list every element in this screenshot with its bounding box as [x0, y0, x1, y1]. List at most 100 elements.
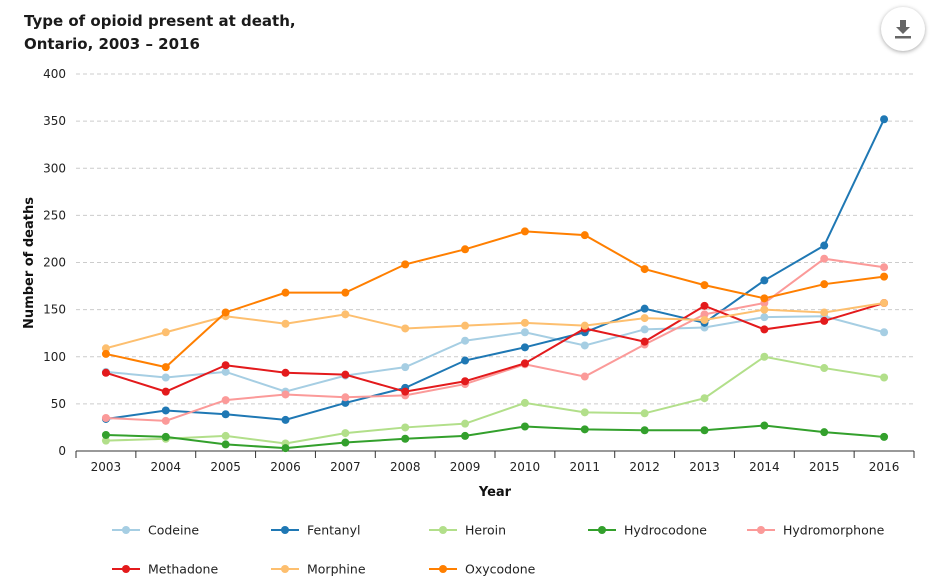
data-point [520, 318, 529, 327]
legend-label: Morphine [307, 562, 366, 577]
data-point [700, 315, 709, 324]
data-point [161, 406, 170, 415]
data-point [880, 373, 889, 382]
data-point [640, 409, 649, 418]
data-point [341, 370, 350, 379]
data-point [161, 416, 170, 425]
data-point [461, 431, 470, 440]
series-lines [101, 115, 889, 453]
data-point [221, 431, 230, 440]
data-point [281, 390, 290, 399]
legend-item-hydromorphone: Hydromorphone [747, 523, 885, 538]
y-tick-label: 0 [58, 444, 66, 458]
data-point [401, 434, 410, 443]
data-point [221, 410, 230, 419]
x-tick-label: 2010 [510, 460, 541, 474]
y-tick-label: 50 [51, 397, 66, 411]
x-axis-title: Year [478, 485, 512, 500]
data-point [401, 260, 410, 269]
y-tick-label: 300 [43, 161, 66, 175]
legend-item-oxycodone: Oxycodone [429, 562, 536, 577]
data-point [161, 363, 170, 372]
series-fentanyl [101, 115, 889, 424]
data-point [640, 265, 649, 274]
data-point [820, 316, 829, 325]
data-point [161, 373, 170, 382]
data-point [880, 299, 889, 308]
series-line [105, 315, 885, 393]
legend-swatch-marker [122, 526, 130, 534]
data-point [401, 363, 410, 372]
x-tick-label: 2009 [450, 460, 481, 474]
legend-item-methadone: Methadone [112, 562, 218, 577]
x-tick-label: 2003 [91, 460, 122, 474]
y-tick-label: 350 [43, 114, 66, 128]
x-tick-label: 2008 [390, 460, 421, 474]
x-tick-label: 2004 [151, 460, 182, 474]
data-point [161, 432, 170, 441]
data-point [760, 313, 769, 322]
data-point [580, 231, 589, 240]
data-point [580, 372, 589, 381]
legend-item-morphine: Morphine [271, 562, 366, 577]
x-tick-label: 2006 [270, 460, 301, 474]
legend: Codeine Fentanyl Heroin Hydrocodone Hydromor… [112, 523, 885, 577]
data-point [401, 423, 410, 432]
y-axis-title: Number of deaths [22, 197, 37, 329]
data-point [281, 415, 290, 424]
legend-swatch-marker [281, 526, 289, 534]
data-point [341, 288, 350, 297]
data-point [640, 325, 649, 334]
chart-title-line-1: Type of opioid present at death, [24, 12, 296, 30]
data-point [880, 115, 889, 124]
y-tick-label: 200 [43, 256, 66, 270]
series-line [105, 302, 885, 350]
data-point [461, 321, 470, 330]
x-tick-label: 2007 [330, 460, 361, 474]
series-codeine [101, 312, 889, 396]
data-point [760, 276, 769, 285]
data-point [700, 301, 709, 310]
data-point [281, 444, 290, 453]
data-point [221, 367, 230, 376]
legend-label: Hydromorphone [783, 523, 885, 538]
data-point [101, 436, 110, 445]
data-point [101, 414, 110, 423]
legend-swatch-marker [757, 526, 765, 534]
legend-item-heroin: Heroin [429, 523, 506, 538]
legend-label: Oxycodone [465, 562, 536, 577]
series-oxycodone [101, 227, 889, 372]
y-tick-label: 400 [43, 67, 66, 81]
data-point [820, 280, 829, 289]
legend-swatch-marker [281, 565, 289, 573]
data-point [880, 272, 889, 281]
x-tick-label: 2011 [570, 460, 601, 474]
series-line [105, 302, 885, 393]
data-point [281, 368, 290, 377]
data-point [880, 328, 889, 337]
data-point [640, 337, 649, 346]
download-icon [895, 20, 911, 39]
data-point [221, 361, 230, 370]
data-point [461, 377, 470, 386]
chart-title-line-2: Ontario, 2003 – 2016 [24, 35, 200, 53]
data-point [640, 314, 649, 323]
x-tick-label: 2013 [689, 460, 720, 474]
data-point [820, 364, 829, 373]
series-line [105, 230, 885, 369]
data-point [820, 308, 829, 317]
series-line [105, 118, 885, 421]
data-point [880, 263, 889, 272]
legend-label: Hydrocodone [624, 523, 707, 538]
x-tick-label: 2015 [809, 460, 840, 474]
data-point [161, 387, 170, 396]
legend-swatch-marker [122, 565, 130, 573]
legend-swatch-marker [439, 526, 447, 534]
data-point [341, 438, 350, 447]
x-tick-label: 2005 [210, 460, 241, 474]
download-button[interactable] [881, 7, 925, 51]
data-point [401, 387, 410, 396]
data-point [700, 281, 709, 290]
series-heroin [101, 352, 889, 448]
